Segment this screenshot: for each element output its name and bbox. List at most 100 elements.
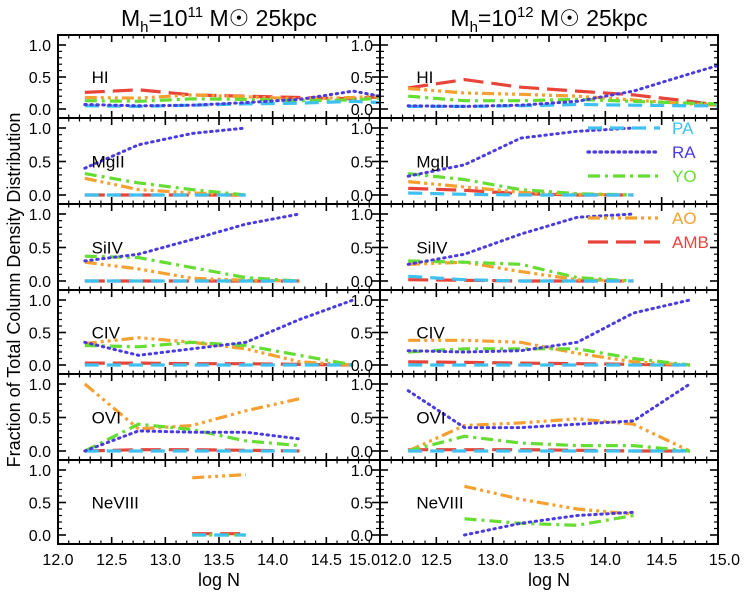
y-tick-label: 1.0 <box>351 121 373 138</box>
legend-item-pa: PA <box>588 119 694 138</box>
series-group <box>83 298 355 367</box>
x-tick-label: 14.5 <box>311 552 342 569</box>
series-line-ao-hi <box>84 93 380 101</box>
y-tick-label: 0.0 <box>351 358 373 375</box>
title-part-sup: 12 <box>517 4 534 21</box>
legend-label-ao: AO <box>672 209 697 228</box>
series-line-ao-neviii <box>464 484 634 516</box>
ion-label-hi: HI <box>416 68 433 87</box>
ion-label-neviii: NeVIII <box>416 494 463 513</box>
series-group <box>83 212 301 283</box>
legend-label-ra: RA <box>672 143 696 162</box>
panel-2-civ: 0.0 0.5 1.0 CIV <box>351 289 719 375</box>
ion-label-neviii: NeVIII <box>92 494 139 513</box>
y-tick-label: 1.0 <box>351 463 373 480</box>
title-part-suffix: M <box>203 5 229 31</box>
title-part-prefix: M <box>450 5 469 31</box>
title-part-sup: 11 <box>188 4 204 21</box>
series-group <box>406 298 692 367</box>
y-tick-label: 1.0 <box>351 207 373 224</box>
title-part-mid: =10 <box>478 5 517 31</box>
panel-2-mgii: 0.0 0.5 1.0 MgII <box>351 117 719 205</box>
x-tick-label: 13.5 <box>203 552 234 569</box>
panel-1-siiv: 0.0 0.5 1.0 SiIV <box>29 203 381 291</box>
y-tick-label: 1.0 <box>29 38 51 55</box>
series-line-ao-ovi <box>407 417 691 453</box>
x-axis-label-1: log N <box>198 570 240 590</box>
y-tick-label: 0.0 <box>351 102 373 119</box>
series-line-pa-siiv <box>408 274 634 283</box>
series-line-yo-mgii <box>84 172 246 197</box>
legend-label-pa: PA <box>672 119 694 138</box>
x-tick-label: 14.0 <box>257 552 288 569</box>
panel-1-civ: 0.0 0.5 1.0 CIV <box>29 289 381 375</box>
ion-label-mgii: MgII <box>92 153 125 172</box>
x-axis-label-2: log N <box>528 570 570 590</box>
series-line-ra-civ <box>406 298 692 354</box>
y-tick-label: 1.0 <box>351 293 373 310</box>
series-group <box>406 126 635 197</box>
series-line-ra-siiv <box>406 212 635 266</box>
title-part-mid: =10 <box>148 5 187 31</box>
series-line-yo-ovi <box>407 434 690 453</box>
panel-title-1: Mh=1011 M☉ 25kpc <box>121 4 317 36</box>
x-tick-label-boundary-left: 15.0 <box>349 552 380 569</box>
y-tick-label: 0.5 <box>351 326 373 343</box>
series-line-ao-civ <box>84 336 354 367</box>
y-tick-label: 0.5 <box>351 155 373 172</box>
series-line-ra-mgii <box>83 126 248 170</box>
ion-label-hi: HI <box>92 68 109 87</box>
y-tick-label: 0.5 <box>351 241 373 258</box>
panel-1-neviii: 0.0 0.5 1.0 NeVIII <box>29 459 381 545</box>
ion-label-siiv: SiIV <box>416 239 448 258</box>
series-line-yo-ovi <box>84 422 300 453</box>
y-tick-label: 1.0 <box>29 377 51 394</box>
y-tick-label: 0.0 <box>29 274 51 291</box>
x-tick-label: 13.0 <box>477 552 508 569</box>
series-line-ra-mgii <box>406 126 635 178</box>
series-line-ra-siiv <box>83 212 301 263</box>
panel-2-neviii: 0.0 0.5 1.0 NeVIII <box>351 459 719 545</box>
series-line-ra-hi <box>83 89 380 108</box>
y-tick-label: 0.0 <box>29 528 51 545</box>
series-line-ra-hi <box>406 64 718 108</box>
ion-label-siiv: SiIV <box>92 239 124 258</box>
legend-label-amb: AMB <box>672 233 709 252</box>
panel-2-hi: 0.0 0.5 1.0 HI <box>351 34 719 119</box>
y-tick-label: 0.5 <box>29 70 51 87</box>
title-part-sub: h <box>140 19 148 36</box>
series-line-ra-ovi <box>406 382 692 430</box>
series-group <box>463 484 635 537</box>
ion-label-ovi: OVI <box>92 409 121 428</box>
series-line-ao-civ <box>408 338 690 367</box>
panel-1-hi: 0.0 0.5 1.0 HI <box>29 34 381 119</box>
panel-2-ovi: 0.0 0.5 1.0 OVI <box>351 373 719 461</box>
x-tick-label: 12.5 <box>421 552 452 569</box>
y-tick-label: 0.0 <box>29 188 51 205</box>
y-tick-label: 0.0 <box>351 444 373 461</box>
series-line-yo-civ <box>408 347 690 367</box>
title-part-suffix: M <box>534 5 560 31</box>
panel-2-siiv: 0.0 0.5 1.0 SiIV <box>351 203 719 291</box>
title-part-prefix: M <box>121 5 140 31</box>
series-group <box>406 64 718 109</box>
title-part-tail: 25kpc <box>580 5 648 31</box>
series-line-yo-neviii <box>464 513 634 527</box>
y-tick-label: 0.5 <box>351 70 373 87</box>
ion-label-mgii: MgII <box>416 153 449 172</box>
y-tick-label: 0.5 <box>351 411 373 428</box>
x-tick-label: 12.0 <box>42 552 73 569</box>
series-line-ao-neviii <box>192 473 246 480</box>
ion-label-civ: CIV <box>92 324 121 343</box>
panel-title-2: Mh=1012 M☉ 25kpc <box>450 4 647 36</box>
series-line-ra-ovi <box>83 429 301 453</box>
y-tick-label: 0.5 <box>351 496 373 513</box>
y-tick-label: 0.5 <box>29 411 51 428</box>
series-group <box>192 473 246 537</box>
y-tick-label: 0.5 <box>29 496 51 513</box>
series-line-pa-mgii <box>408 191 634 197</box>
ion-label-ovi: OVI <box>416 409 445 428</box>
x-tick-label: 14.5 <box>646 552 677 569</box>
x-tick-label: 13.0 <box>150 552 181 569</box>
